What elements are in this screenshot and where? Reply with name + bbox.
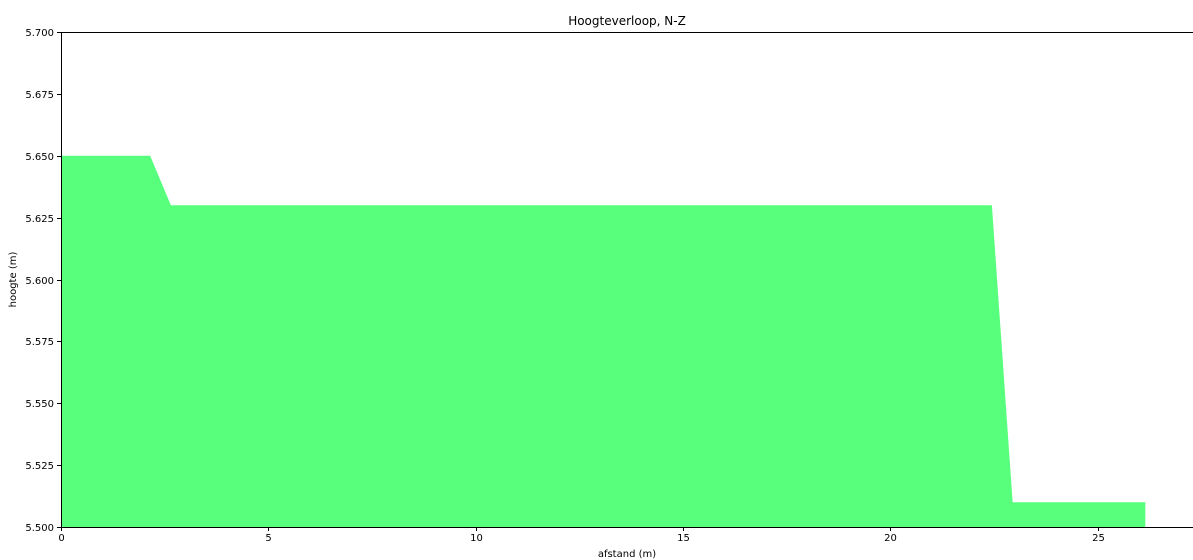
y-tick-label: 5.575 — [25, 337, 54, 348]
area-series-0 — [61, 155, 1146, 527]
y-tick-label: 5.700 — [25, 28, 54, 39]
x-axis-label: afstand (m) — [598, 549, 656, 560]
y-tick-label: 5.525 — [25, 461, 54, 472]
x-tick-label: 0 — [58, 533, 64, 544]
x-tick-label: 10 — [470, 533, 483, 544]
x-ticks: 0 5 10 15 20 25 — [58, 527, 1105, 544]
y-tick-label: 5.600 — [25, 276, 54, 287]
y-tick-label: 5.675 — [25, 90, 54, 101]
y-tick-label: 5.500 — [25, 523, 54, 534]
y-ticks: 5.500 5.525 5.550 5.575 5.600 5.625 5.650 5.675… — [25, 28, 61, 534]
x-tick-label: 5 — [265, 533, 271, 544]
x-tick-label: 15 — [677, 533, 690, 544]
axes — [61, 32, 1193, 528]
y-tick-label: 5.550 — [25, 399, 54, 410]
x-tick-label: 20 — [884, 533, 897, 544]
chart-title: Hoogteverloop, N-Z — [568, 14, 686, 28]
y-axis-label: hoogte (m) — [8, 252, 19, 308]
y-tick-label: 5.650 — [25, 152, 54, 163]
x-tick-label: 25 — [1092, 533, 1105, 544]
y-tick-label: 5.625 — [25, 214, 54, 225]
plot-area — [61, 155, 1146, 527]
